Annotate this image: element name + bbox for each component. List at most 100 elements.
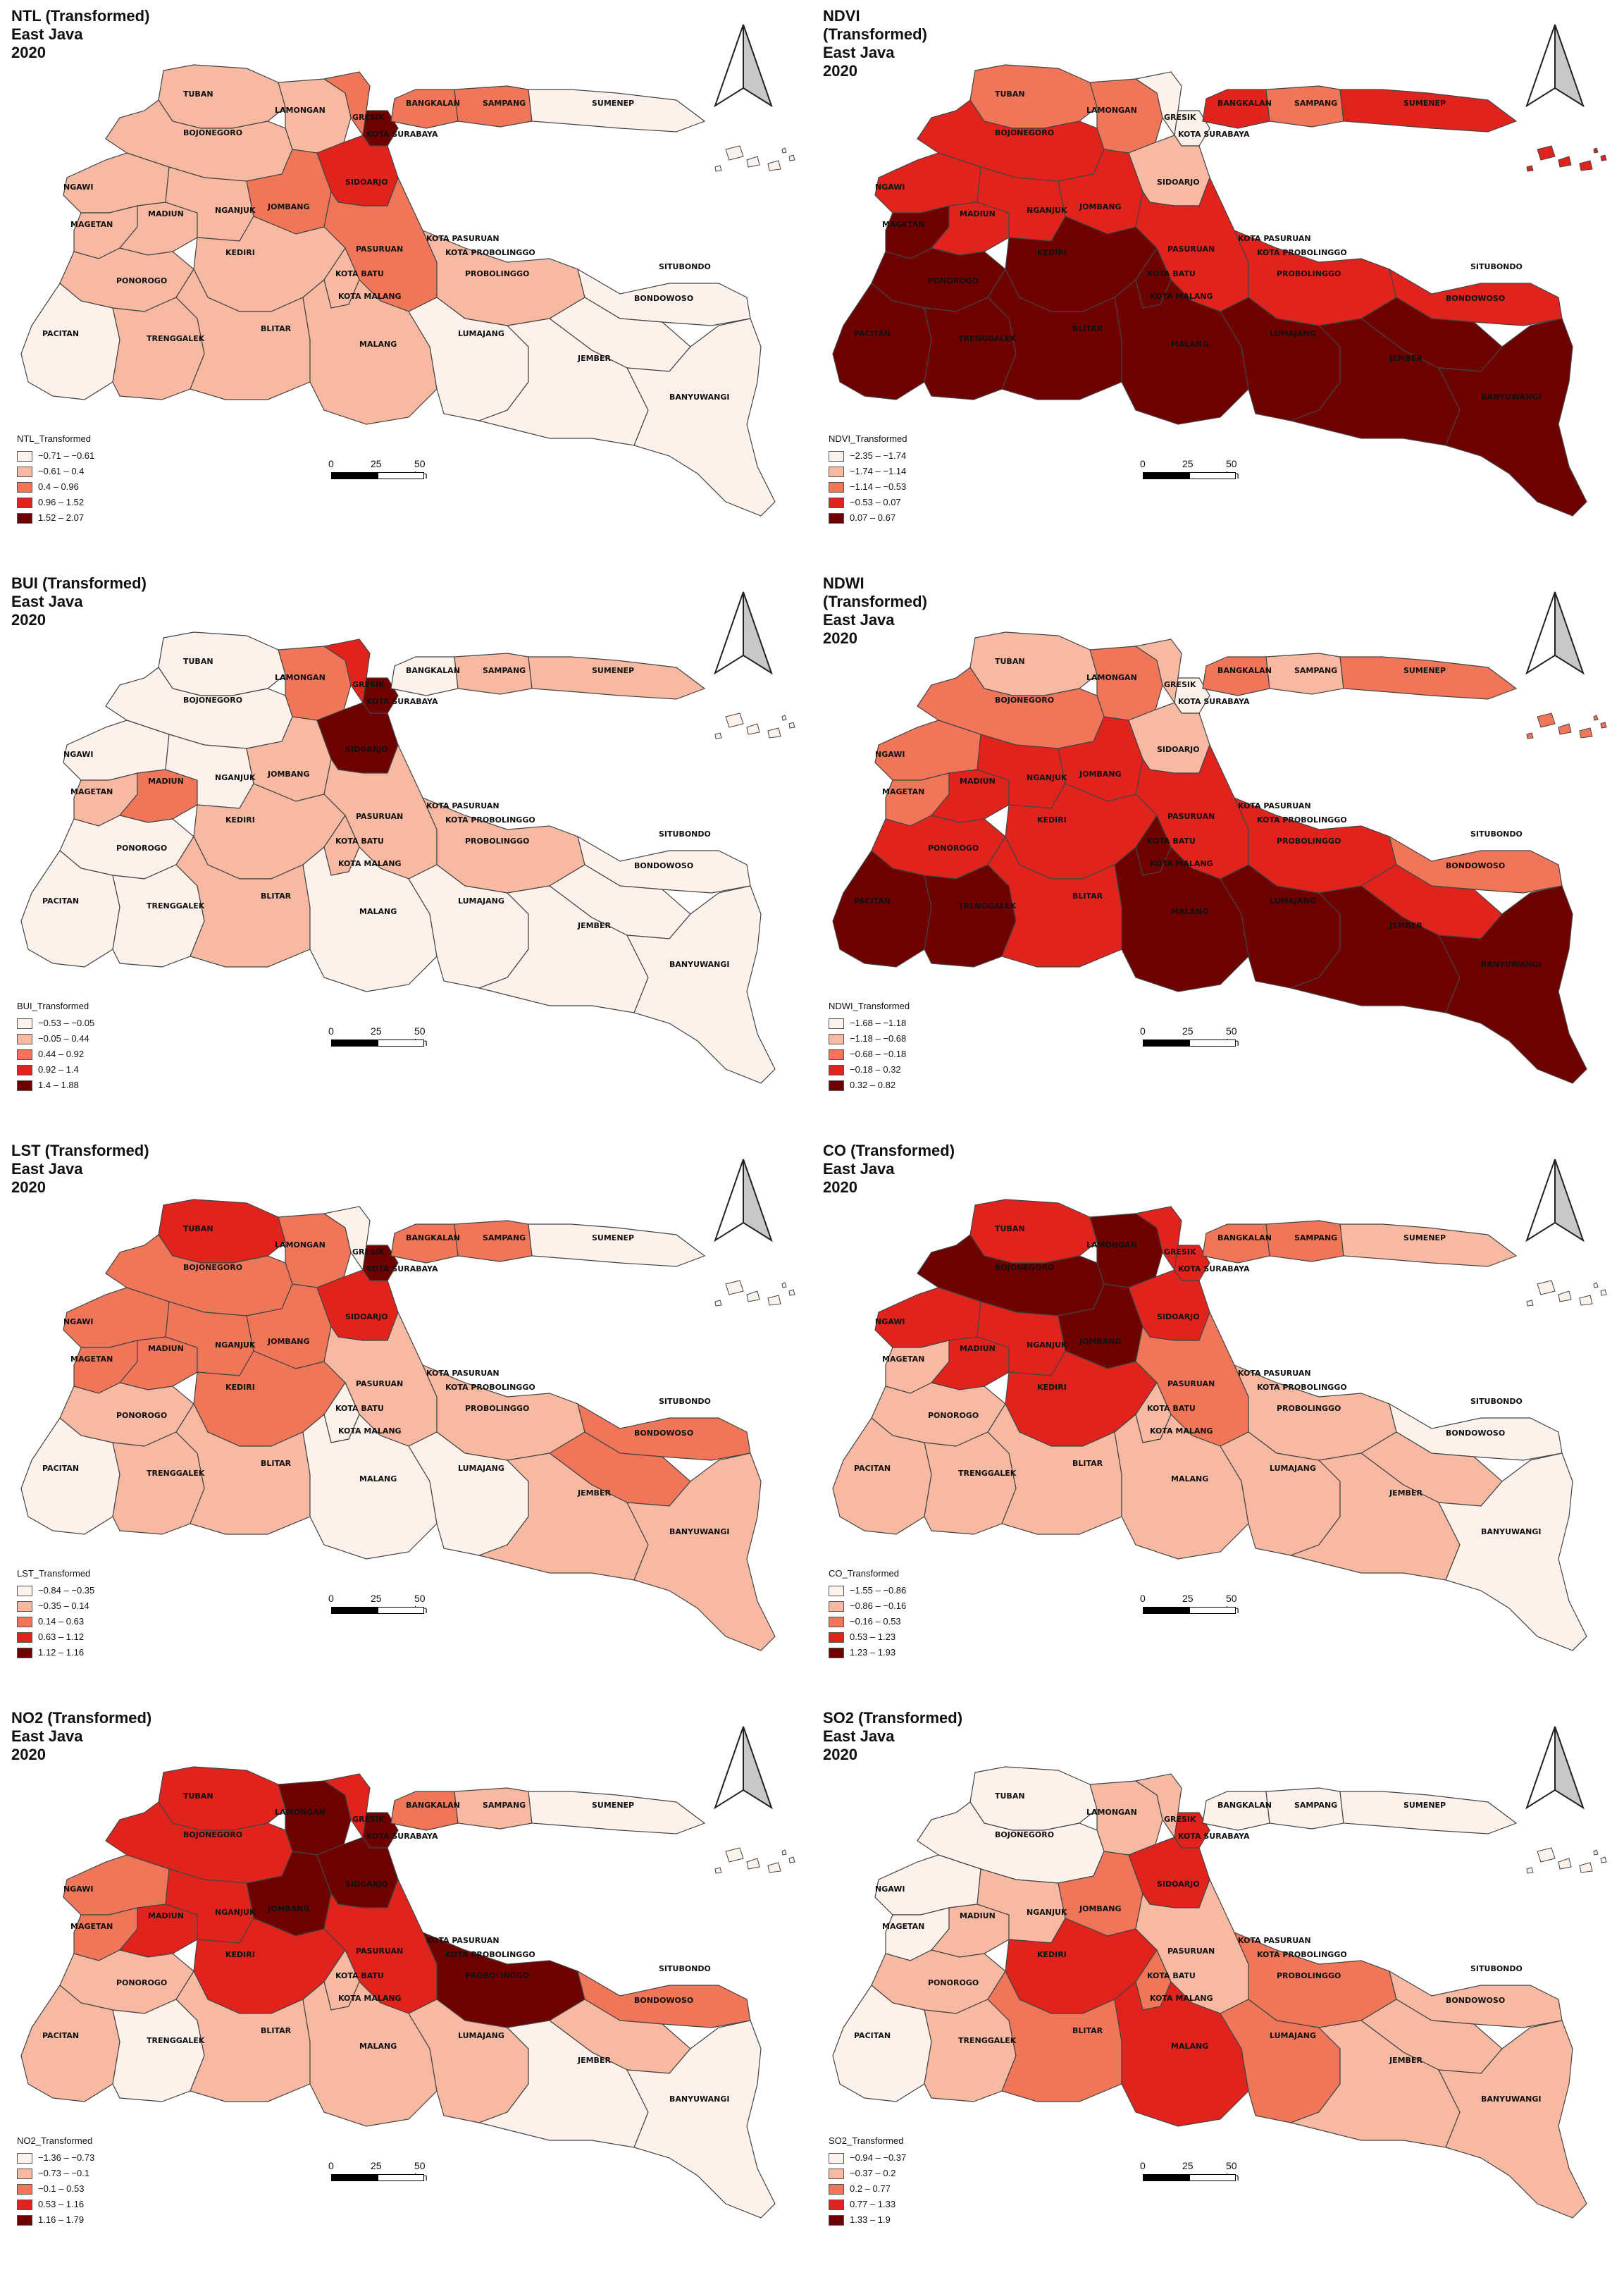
region-jember xyxy=(1289,2020,1461,2148)
region-label: MALANG xyxy=(359,907,397,916)
region-bangkalan xyxy=(1202,656,1270,696)
region-sumenep xyxy=(528,1223,706,1267)
scale-bar-label: 0 xyxy=(1140,458,1146,469)
legend-swatch xyxy=(829,2168,844,2179)
region-label: SITUBONDO xyxy=(1470,829,1523,839)
region-label: KOTA PASURUAN xyxy=(426,801,500,810)
region-label: PASURUAN xyxy=(356,245,403,254)
region-label: PROBOLINGGO xyxy=(465,269,529,278)
legend-swatch xyxy=(17,481,32,493)
region-label: TRENGGALEK xyxy=(147,334,205,343)
region-island xyxy=(746,723,760,735)
region-tuban xyxy=(969,631,1098,696)
legend-item: −0.94 – −0.37 xyxy=(829,2150,906,2166)
region-label: PACITAN xyxy=(854,329,891,338)
legend: NO2_Transformed −1.36 – −0.73 −0.73 – −0.1… xyxy=(17,2133,94,2228)
region-label: SAMPANG xyxy=(1294,1801,1337,1810)
legend-swatch xyxy=(829,1600,844,1612)
region-bangkalan xyxy=(390,89,459,129)
region-label: BOJONEGORO xyxy=(183,696,242,705)
region-island xyxy=(781,715,787,721)
region-tuban xyxy=(158,1766,286,1831)
region-label: PACITAN xyxy=(854,1464,891,1473)
region-island xyxy=(1526,1867,1534,1874)
region-label: KOTA BATU xyxy=(1147,1971,1196,1980)
region-label: MALANG xyxy=(1171,1474,1208,1483)
region-label: KOTA MALANG xyxy=(1150,292,1213,301)
legend-label: −0.1 – 0.53 xyxy=(38,2183,85,2194)
legend-label: 0.53 – 1.23 xyxy=(850,1631,896,1642)
legend-item: −1.74 – −1.14 xyxy=(829,464,907,479)
region-label: MALANG xyxy=(1171,2042,1208,2051)
legend: LST_Transformed −0.84 – −0.35 −0.35 – 0.14… xyxy=(17,1566,94,1660)
legend-item: 1.52 – 2.07 xyxy=(17,510,94,526)
region-label: BOJONEGORO xyxy=(995,1263,1054,1272)
region-tuban xyxy=(158,1199,286,1264)
region-label: KOTA SURABAYA xyxy=(1178,1264,1250,1273)
region-label: NGAWI xyxy=(63,1317,93,1326)
region-trenggalek xyxy=(112,297,205,400)
region-label: TRENGGALEK xyxy=(958,2036,1017,2045)
scale-bar-segment xyxy=(1143,2174,1189,2181)
north-arrow-icon xyxy=(1525,1159,1585,1242)
region-sumenep xyxy=(528,89,706,132)
region-sumenep xyxy=(1339,1791,1518,1834)
region-label: TRENGGALEK xyxy=(147,1469,205,1478)
region-label: PROBOLINGGO xyxy=(465,1971,529,1980)
region-label: BOJONEGORO xyxy=(995,696,1054,705)
region-label: BANGKALAN xyxy=(406,1233,460,1242)
legend-label: −1.68 – −1.18 xyxy=(850,1018,907,1028)
region-label: KOTA PASURUAN xyxy=(426,1369,500,1378)
region-label: BLITAR xyxy=(261,324,292,333)
map-title: NDVI (Transformed) East Java 2020 xyxy=(823,7,927,80)
region-island xyxy=(767,1862,781,1873)
legend-item: 0.77 – 1.33 xyxy=(829,2197,906,2212)
scale-bar-segment xyxy=(378,1040,424,1047)
scale-bar-segment xyxy=(331,1607,378,1614)
region-banyuwangi xyxy=(1437,1452,1587,1651)
region-label: MAGETAN xyxy=(70,1922,113,1931)
region-label: KOTA PROBOLINGGO xyxy=(1257,1950,1347,1959)
region-label: BANGKALAN xyxy=(1217,1801,1272,1810)
region-island xyxy=(714,165,722,172)
region-island xyxy=(781,1282,787,1288)
region-label: KEDIRI xyxy=(1037,815,1067,825)
legend-swatch xyxy=(17,2152,32,2164)
region-label: MAGETAN xyxy=(70,220,113,229)
region-label: MADIUN xyxy=(960,1344,996,1353)
legend-item: −0.1 – 0.53 xyxy=(17,2181,94,2197)
legend-swatch xyxy=(829,1033,844,1044)
region-label: KOTA BATU xyxy=(1147,837,1196,846)
region-label: LAMONGAN xyxy=(1086,673,1137,682)
region-island xyxy=(746,1290,760,1302)
scale-bar-segment xyxy=(1189,2174,1236,2181)
region-label: JOMBANG xyxy=(267,1337,310,1346)
region-island xyxy=(746,156,760,168)
region-label: BLITAR xyxy=(1072,324,1103,333)
legend-swatch xyxy=(829,2214,844,2226)
region-label: BANGKALAN xyxy=(406,1801,460,1810)
region-label: PONOROGO xyxy=(928,1978,979,1987)
region-label: BONDOWOSO xyxy=(1446,1996,1505,2005)
region-label: PROBOLINGGO xyxy=(465,837,529,846)
region-label: MADIUN xyxy=(148,777,184,786)
north-arrow-icon xyxy=(1525,1726,1585,1810)
region-island xyxy=(781,1849,787,1856)
region-label: NGAWI xyxy=(63,183,93,192)
legend-swatch xyxy=(17,1631,32,1643)
legend-label: 1.52 – 2.07 xyxy=(38,512,85,523)
region-island xyxy=(1579,1862,1593,1873)
region-label: PASURUAN xyxy=(1167,812,1215,821)
legend-swatch xyxy=(829,1631,844,1643)
region-trenggalek xyxy=(924,1999,1017,2102)
region-label: KEDIRI xyxy=(1037,1950,1067,1959)
region-label: TUBAN xyxy=(183,1224,213,1233)
region-label: BONDOWOSO xyxy=(634,1429,693,1438)
choropleth-map: TUBAN LAMONGAN BOJONEGORO GRESIK KOTA SURABA… xyxy=(832,1199,1607,1651)
scale-bar-label: 25 xyxy=(1182,2160,1194,2171)
region-trenggalek xyxy=(112,1431,205,1535)
region-label: MADIUN xyxy=(960,777,996,786)
